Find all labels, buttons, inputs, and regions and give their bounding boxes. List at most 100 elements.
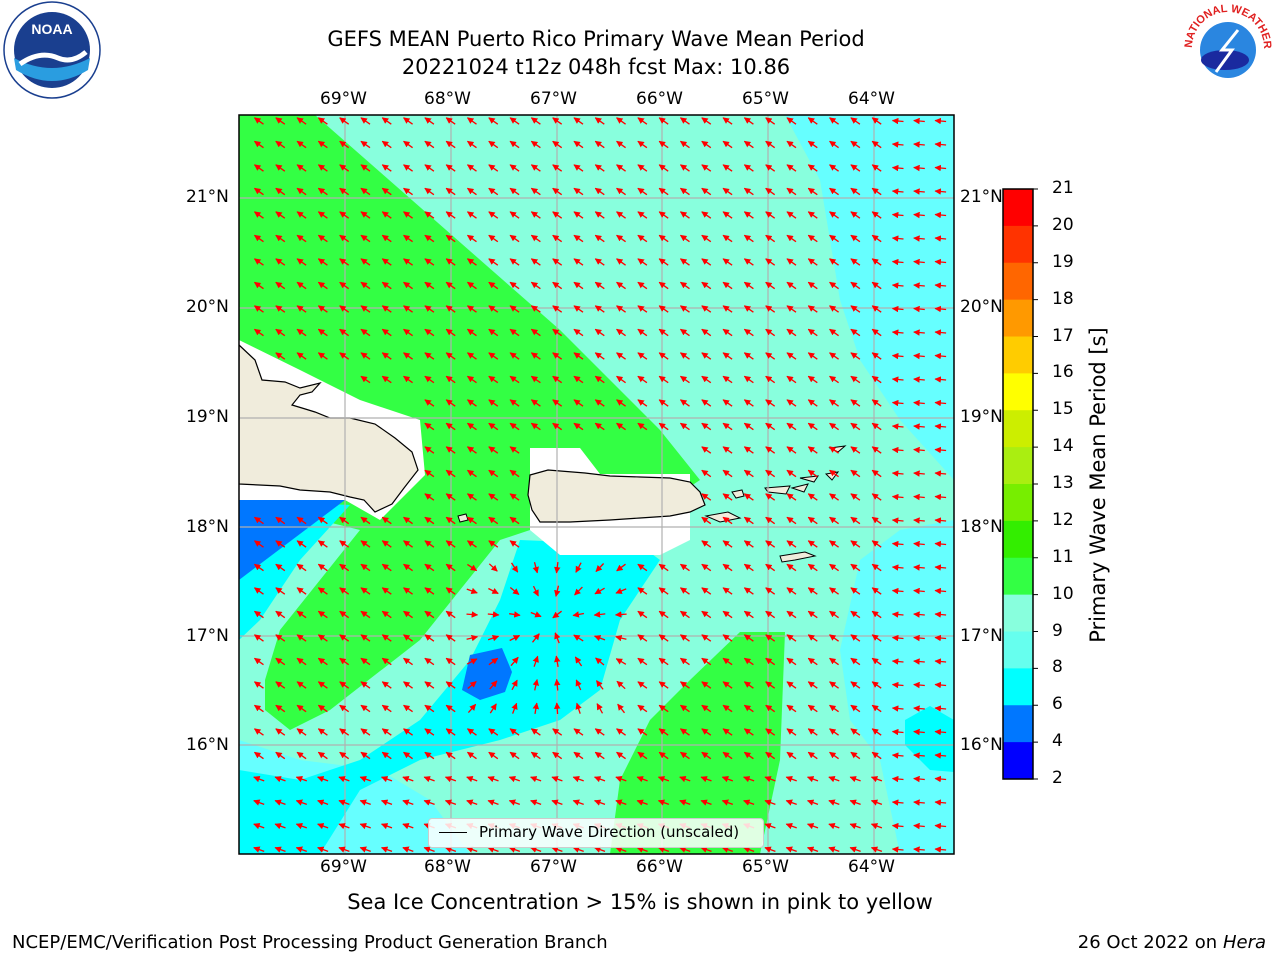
wave-direction-arrow — [637, 117, 648, 125]
wave-direction-arrow — [785, 776, 797, 783]
wave-direction-arrow — [891, 752, 904, 759]
wave-direction-arrow — [616, 140, 626, 149]
wave-direction-arrow — [786, 422, 797, 431]
wave-direction-arrow — [765, 281, 776, 290]
wave-direction-arrow — [296, 634, 307, 642]
wave-direction-arrow — [403, 704, 413, 713]
colorbar-tick-label: 4 — [1052, 731, 1063, 752]
wave-direction-arrow — [807, 187, 818, 196]
wave-direction-arrow — [913, 540, 925, 548]
wave-direction-arrow — [253, 799, 265, 806]
wave-direction-arrow — [445, 234, 456, 243]
wave-direction-arrow — [509, 728, 520, 736]
wave-direction-arrow — [679, 211, 690, 219]
wave-direction-arrow — [509, 258, 520, 266]
wave-direction-arrow — [509, 493, 520, 501]
wave-direction-arrow — [403, 634, 413, 642]
wave-direction-arrow — [743, 446, 754, 454]
wave-direction-arrow — [509, 469, 520, 478]
wave-direction-arrow — [424, 493, 435, 501]
wave-direction-arrow — [765, 751, 776, 760]
wave-direction-arrow — [381, 728, 392, 736]
wave-direction-arrow — [764, 776, 776, 783]
wave-direction-arrow — [828, 823, 840, 830]
wave-direction-arrow — [829, 117, 839, 125]
wave-direction-arrow — [658, 610, 669, 619]
wave-direction-arrow — [295, 799, 308, 806]
wave-direction-arrow — [530, 422, 541, 431]
wave-direction-arrow — [296, 681, 307, 689]
wave-direction-arrow — [913, 564, 925, 571]
wave-direction-arrow — [530, 281, 541, 290]
wave-direction-arrow — [765, 681, 776, 689]
wave-direction-arrow — [403, 211, 413, 219]
wave-direction-arrow — [488, 516, 499, 525]
wave-direction-arrow — [296, 187, 307, 196]
wave-direction-arrow — [317, 681, 328, 689]
wave-direction-arrow — [785, 799, 797, 806]
wave-direction-arrow — [806, 846, 819, 853]
wave-direction-arrow — [466, 187, 477, 196]
wave-direction-arrow — [700, 799, 712, 806]
wave-direction-arrow — [573, 305, 584, 313]
lon-label-top-69w: 69°W — [320, 89, 367, 109]
wave-direction-arrow — [829, 328, 839, 337]
wave-direction-arrow — [701, 728, 712, 736]
wave-direction-arrow — [488, 281, 499, 290]
wave-direction-arrow — [913, 164, 925, 172]
wave-direction-arrow — [253, 281, 264, 290]
wave-direction-arrow — [807, 117, 818, 125]
wave-direction-arrow — [913, 775, 925, 783]
wave-direction-arrow — [317, 776, 329, 783]
wave-direction-arrow — [253, 846, 265, 853]
wave-direction-arrow — [445, 258, 456, 266]
wave-direction-arrow — [487, 611, 500, 618]
wave-direction-arrow — [445, 681, 456, 689]
wave-direction-arrow — [296, 140, 307, 149]
wave-direction-arrow — [700, 776, 712, 783]
wave-direction-arrow — [786, 281, 797, 290]
wave-direction-arrow — [871, 422, 882, 431]
wave-direction-arrow — [381, 540, 392, 548]
wave-direction-arrow — [339, 281, 350, 290]
map-legend: Primary Wave Direction (unscaled) — [428, 818, 764, 848]
lon-label-bottom-64w: 64°W — [848, 857, 895, 877]
wave-direction-arrow — [871, 187, 882, 196]
wave-direction-arrow — [658, 399, 669, 407]
wave-direction-arrow — [658, 563, 669, 572]
wave-direction-arrow — [850, 187, 861, 196]
wave-direction-arrow — [424, 328, 435, 337]
wave-direction-arrow — [594, 211, 605, 219]
wave-direction-arrow — [934, 752, 947, 759]
wave-direction-arrow — [488, 187, 499, 196]
wave-direction-arrow — [594, 305, 605, 313]
lat-label-right-20n: 20°N — [960, 297, 1003, 317]
wave-direction-arrow — [829, 446, 839, 454]
wave-direction-arrow — [871, 140, 882, 149]
wave-direction-arrow — [679, 704, 690, 713]
wave-direction-arrow — [743, 540, 754, 548]
wave-direction-arrow — [786, 681, 797, 689]
wave-direction-arrow — [317, 704, 328, 713]
wave-direction-arrow — [360, 540, 371, 548]
wave-direction-arrow — [616, 211, 626, 219]
wave-direction-arrow — [573, 117, 584, 125]
wave-direction-arrow — [360, 140, 371, 149]
wave-direction-arrow — [488, 422, 499, 431]
wave-direction-arrow — [296, 516, 307, 525]
wave-direction-arrow — [360, 751, 371, 760]
wave-direction-arrow — [891, 728, 904, 736]
wave-direction-arrow — [679, 422, 690, 431]
wave-direction-arrow — [445, 187, 456, 196]
wave-period-field — [239, 115, 954, 854]
wave-direction-arrow — [870, 823, 883, 830]
wave-direction-arrow — [934, 775, 947, 783]
wave-direction-arrow — [701, 610, 712, 619]
wave-direction-arrow — [360, 234, 371, 243]
wave-direction-arrow — [274, 823, 286, 830]
wave-direction-arrow — [275, 516, 286, 525]
wave-direction-arrow — [934, 423, 947, 430]
colorbar-tick-label: 20 — [1052, 214, 1074, 235]
wave-direction-arrow — [552, 610, 562, 619]
wave-direction-arrow — [870, 776, 883, 783]
